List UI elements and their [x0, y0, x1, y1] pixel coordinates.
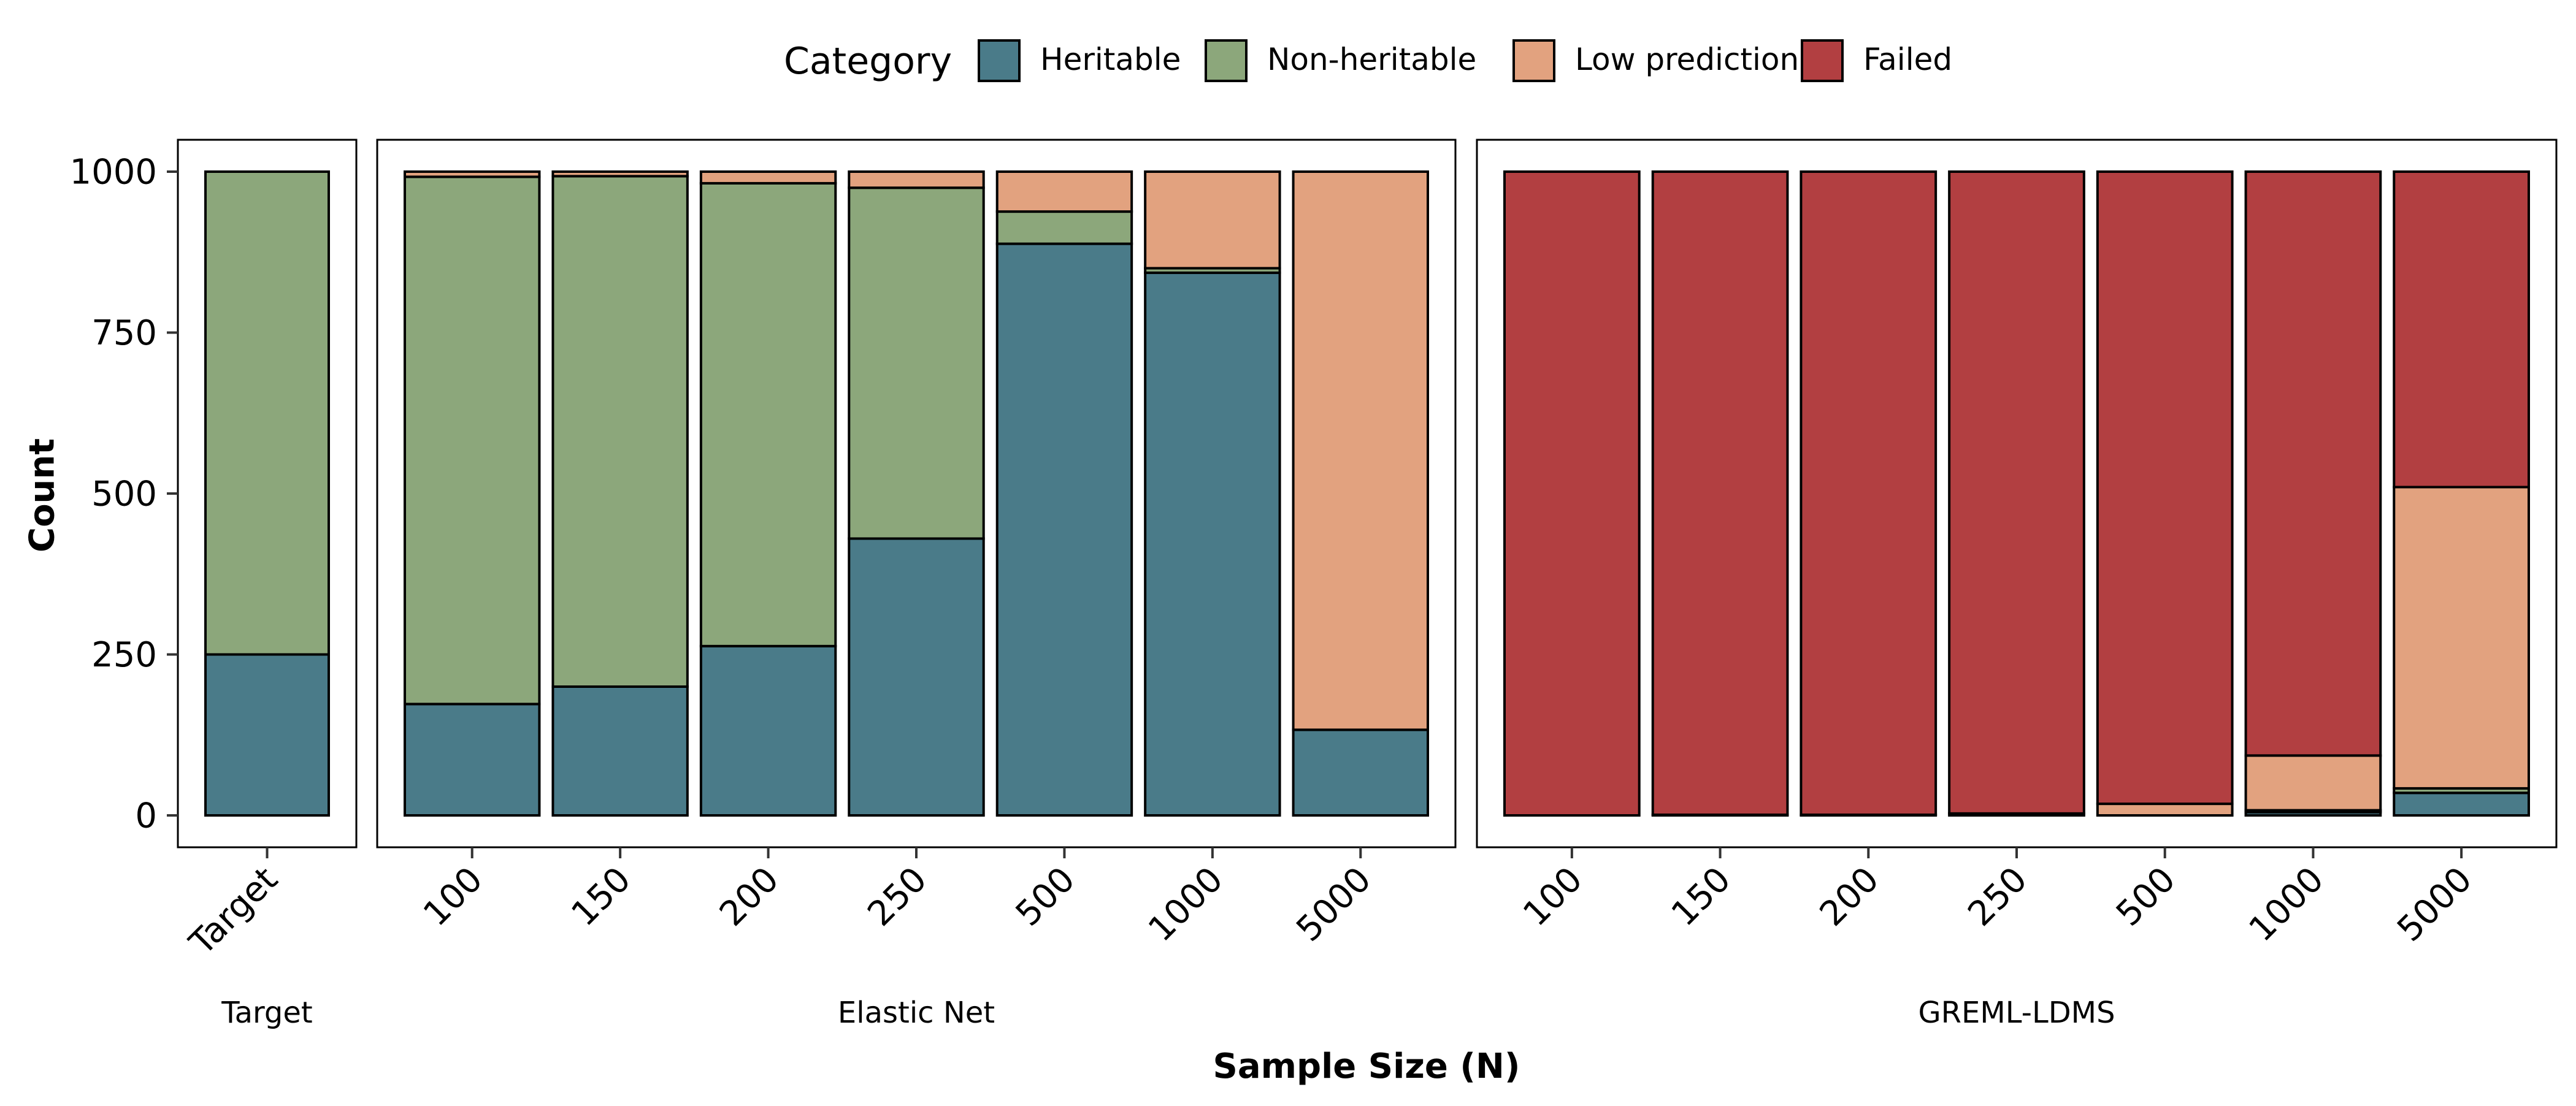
bar-segment-elastic-net-150-heritable [551, 685, 689, 817]
bar-segment-greml-ldms-100-failed [1503, 170, 1641, 817]
bar-segment-elastic-net-1000-heritable [1144, 271, 1281, 817]
legend-swatch-low-prediction [1512, 39, 1555, 82]
bar-segment-elastic-net-5000-heritable [1292, 728, 1430, 817]
legend-swatch-failed [1801, 39, 1844, 82]
bar-segment-greml-ldms-200-failed [1800, 170, 1938, 816]
facet-label-elastic-net: Elastic Net [838, 996, 995, 1030]
facet-label-greml-ldms: GREML-LDMS [1918, 996, 2115, 1030]
y-axis-title: Count [23, 438, 63, 552]
bar-segment-greml-ldms-1000-low-prediction [2244, 754, 2382, 812]
y-axis: 0 250 500 750 1000 [69, 153, 178, 836]
bar-segment-greml-ldms-500-low-prediction [2096, 803, 2234, 817]
bar-segment-elastic-net-250-non-heritable [848, 186, 985, 540]
legend-label-low-prediction: Low prediction [1575, 42, 1799, 77]
bar-segment-greml-ldms-1000-failed [2244, 170, 2382, 757]
bar-segment-elastic-net-250-low-prediction [848, 170, 985, 189]
x-tick-label: 5000 [2390, 860, 2480, 950]
legend-swatch-heritable [978, 39, 1021, 82]
legend-item-non-heritable: Non-heritable [1205, 39, 1476, 82]
x-tick-label: 200 [712, 860, 787, 934]
y-tick-label: 0 [135, 796, 157, 836]
x-tick-label: 1000 [1141, 860, 1231, 950]
bar-segment-elastic-net-150-low-prediction [551, 170, 689, 178]
x-axis-title: Sample Size (N) [1213, 1047, 1520, 1086]
bar-segment-greml-ldms-5000-low-prediction [2393, 486, 2530, 790]
facet-label-target: Target [221, 996, 313, 1030]
bar-segment-greml-ldms-150-failed [1651, 170, 1789, 816]
legend: Category Heritable Non-heritable Low predic… [784, 39, 1952, 83]
bar-segment-greml-ldms-500-failed [2096, 170, 2234, 806]
bar-segment-elastic-net-1000-low-prediction [1144, 170, 1281, 270]
legend-label-failed: Failed [1863, 42, 1952, 77]
bar-segment-elastic-net-500-low-prediction [995, 170, 1133, 213]
y-tick-label: 1000 [69, 153, 157, 193]
legend-item-low-prediction: Low prediction [1512, 39, 1799, 82]
facet-panels: Target Target 100 150 200 250 500 1000 5000 Elast… [177, 139, 2558, 1030]
legend-label-heritable: Heritable [1040, 42, 1181, 77]
x-tick-label: 250 [860, 860, 935, 934]
bar-segment-greml-ldms-5000-heritable [2393, 791, 2530, 817]
x-tick-label: 1000 [2242, 860, 2332, 950]
bar-segment-elastic-net-200-low-prediction [699, 170, 837, 185]
x-tick-label: 200 [1812, 860, 1887, 934]
facet-panel-greml-ldms: 100 150 200 250 500 1000 5000 GREML-LDMS [1476, 139, 2558, 1030]
bar-segment-elastic-net-200-non-heritable [699, 181, 837, 647]
x-tick-label: 500 [2109, 860, 2183, 934]
legend-swatch-non-heritable [1205, 39, 1248, 82]
bar-segment-elastic-net-5000-low-prediction [1292, 170, 1430, 731]
facet-panel-elastic-net: 100 150 200 250 500 1000 5000 Elastic Net [376, 139, 1457, 1030]
bar-segment-target-target-non-heritable [204, 170, 330, 656]
x-tick-label: 500 [1008, 860, 1083, 934]
x-tick-label: Target [182, 860, 285, 963]
x-tick-label: 250 [1960, 860, 2035, 934]
y-tick-label: 250 [91, 635, 157, 675]
bar-segment-elastic-net-500-heritable [995, 242, 1133, 817]
bar-segment-elastic-net-200-heritable [699, 644, 837, 817]
bar-segment-elastic-net-150-non-heritable [551, 175, 689, 688]
facet-panel-target: Target Target [177, 139, 358, 1030]
x-tick-label: 100 [416, 860, 491, 934]
x-tick-label: 150 [1664, 860, 1739, 934]
bar-segment-elastic-net-100-non-heritable [404, 175, 541, 706]
y-tick-label: 500 [91, 475, 157, 514]
bar-segment-elastic-net-250-heritable [848, 537, 985, 817]
x-tick-label: 150 [564, 860, 638, 934]
legend-title: Category [784, 40, 952, 83]
bar-segment-elastic-net-500-non-heritable [995, 210, 1133, 245]
bar-segment-elastic-net-100-low-prediction [404, 170, 541, 178]
x-tick-label: 5000 [1289, 860, 1379, 950]
legend-item-failed: Failed [1801, 39, 1952, 82]
bar-segment-elastic-net-100-heritable [404, 703, 541, 817]
legend-label-non-heritable: Non-heritable [1267, 42, 1476, 77]
legend-item-heritable: Heritable [978, 39, 1181, 82]
x-tick-label: 100 [1516, 860, 1590, 934]
y-tick-label: 750 [91, 313, 157, 353]
bar-segment-target-target-heritable [204, 653, 330, 817]
bar-segment-greml-ldms-5000-failed [2393, 170, 2530, 489]
bar-segment-greml-ldms-250-failed [1948, 170, 2085, 815]
